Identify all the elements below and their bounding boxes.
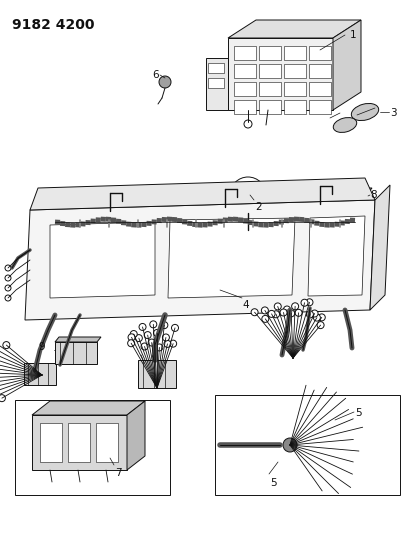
Circle shape [5,295,11,301]
Polygon shape [228,20,361,38]
Polygon shape [127,401,145,470]
Circle shape [171,325,178,332]
Circle shape [144,332,151,338]
Circle shape [170,340,177,347]
Bar [138,360,176,388]
Circle shape [162,334,169,341]
Bar [208,63,224,73]
Polygon shape [32,401,145,415]
Circle shape [313,314,321,321]
Polygon shape [30,178,375,210]
Bar [96,423,118,462]
Circle shape [128,340,135,347]
Bar [284,100,306,114]
Circle shape [139,324,146,330]
Text: 3: 3 [390,108,397,118]
Text: 2: 2 [255,202,262,212]
Bar [284,46,306,60]
Circle shape [317,321,324,329]
Circle shape [130,330,137,337]
Bar [309,82,331,96]
Bar [24,363,56,385]
Bar [309,100,331,114]
Polygon shape [228,38,333,110]
Polygon shape [338,188,372,193]
Text: 5: 5 [355,408,362,418]
Circle shape [230,177,266,213]
Bar [309,64,331,78]
Circle shape [295,309,302,316]
Text: 9: 9 [38,342,45,352]
Circle shape [262,316,269,322]
Circle shape [5,265,11,271]
Circle shape [5,285,11,291]
Bar [284,64,306,78]
Circle shape [306,299,313,306]
Bar [234,82,256,96]
Polygon shape [206,58,228,110]
Text: 5: 5 [270,478,277,488]
Circle shape [128,334,135,341]
Ellipse shape [333,118,357,132]
Text: 4: 4 [242,300,249,310]
Polygon shape [338,193,368,200]
Bar [208,78,224,88]
Circle shape [284,306,291,313]
Circle shape [272,311,279,318]
Circle shape [141,343,148,350]
Circle shape [288,310,295,317]
Circle shape [153,329,161,336]
Circle shape [268,310,275,317]
Circle shape [280,309,287,316]
Text: 7: 7 [115,468,122,478]
Bar [15,400,170,495]
Polygon shape [55,337,101,342]
Ellipse shape [351,103,379,120]
Circle shape [311,310,318,317]
Circle shape [164,341,171,348]
Bar [40,423,62,462]
Bar [234,100,256,114]
Bar [284,82,306,96]
Polygon shape [25,200,375,320]
Bar [309,46,331,60]
Polygon shape [308,216,365,296]
Circle shape [3,342,10,349]
Circle shape [159,76,171,88]
Polygon shape [333,20,361,110]
Polygon shape [370,185,390,310]
Circle shape [150,321,157,328]
Circle shape [156,344,163,351]
Circle shape [306,311,314,318]
Circle shape [244,120,252,128]
Circle shape [135,335,142,342]
Bar [259,46,281,60]
Bar [68,423,90,462]
Circle shape [301,299,308,306]
Bar [55,342,97,364]
Text: 9182 4200: 9182 4200 [12,18,95,32]
Polygon shape [32,415,127,470]
Bar [259,64,281,78]
Circle shape [5,275,11,281]
Bar [215,395,400,495]
Circle shape [292,303,299,310]
Text: 8: 8 [370,190,376,200]
Text: 6: 6 [152,70,159,80]
Circle shape [318,314,325,321]
Bar [234,46,256,60]
Circle shape [161,321,168,329]
Bar [234,64,256,78]
Circle shape [261,307,268,314]
Polygon shape [168,218,295,298]
Circle shape [0,394,5,402]
Text: 1: 1 [350,30,357,40]
Bar [259,100,281,114]
Circle shape [283,438,297,452]
Bar [259,82,281,96]
Circle shape [274,303,281,310]
Circle shape [251,309,258,316]
Circle shape [148,339,155,346]
Polygon shape [50,222,155,298]
